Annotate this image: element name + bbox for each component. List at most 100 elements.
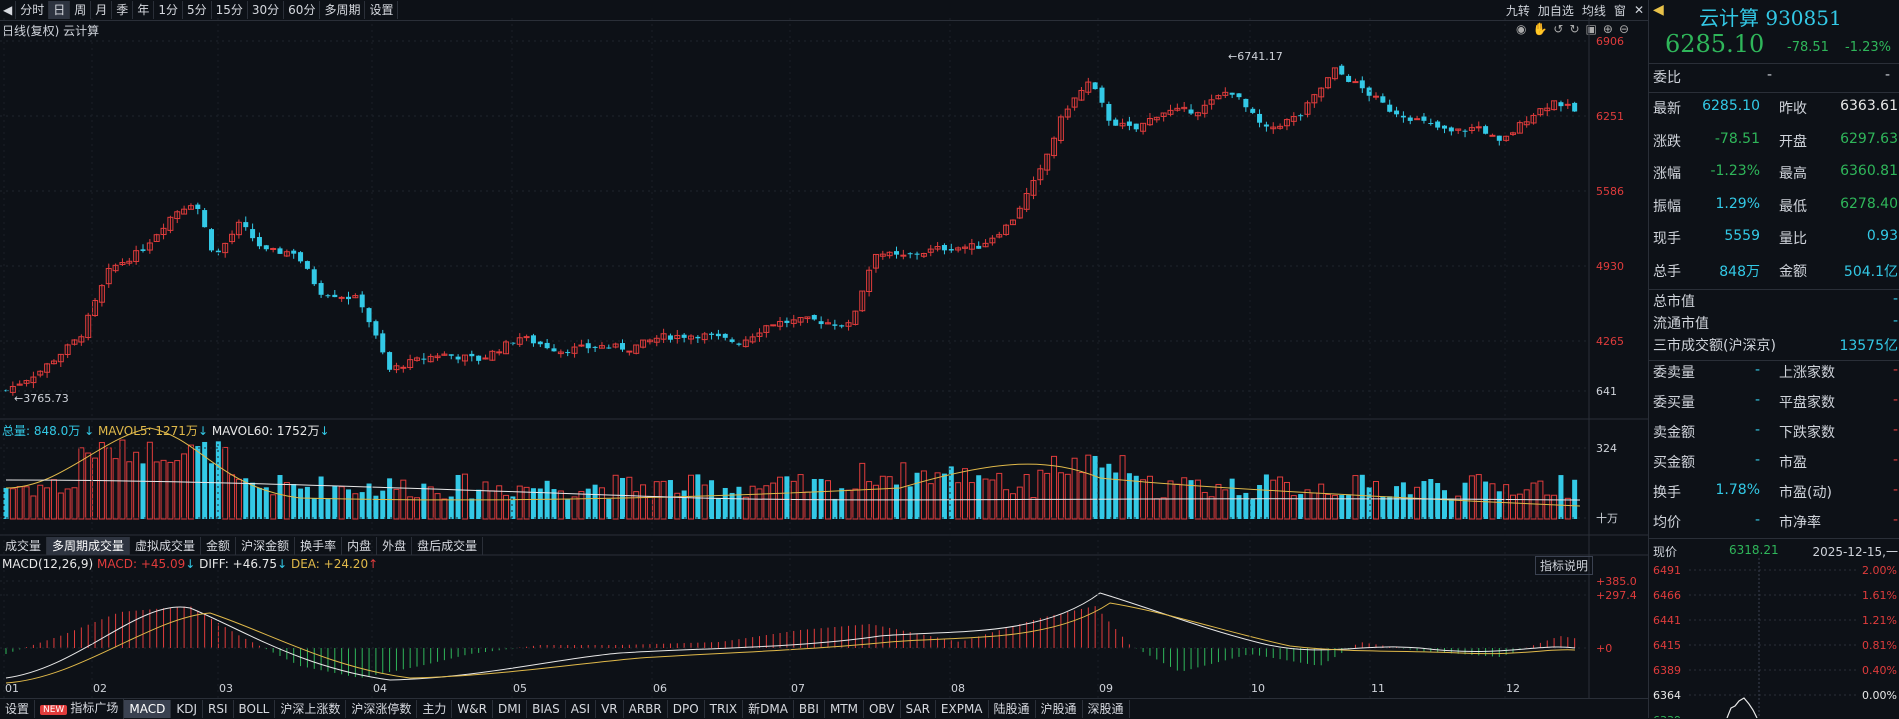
indicator-tab-11[interactable]: BIAS bbox=[527, 700, 566, 718]
candle-body bbox=[1106, 104, 1112, 121]
zoom-in-icon[interactable]: ⊕ bbox=[1602, 22, 1613, 36]
period-0[interactable]: 分时 bbox=[16, 1, 50, 19]
chart-title: 日线(复权) 云计算 bbox=[2, 24, 100, 38]
volume-tab-3[interactable]: 金额 bbox=[201, 537, 237, 555]
kline-chart[interactable]: 6906 6251 5586 4930 4265 641 324 十万 +385.0+297.4… bbox=[0, 18, 1648, 698]
period-8[interactable]: 15分 bbox=[212, 1, 248, 19]
redo-icon[interactable]: ↻ bbox=[1569, 22, 1580, 36]
candle-body bbox=[1428, 123, 1434, 125]
volume-tab-7[interactable]: 外盘 bbox=[377, 537, 413, 555]
period-11[interactable]: 多周期 bbox=[320, 1, 366, 19]
indicator-tab-0[interactable]: 设置 bbox=[0, 700, 36, 718]
undo-icon[interactable]: ↺ bbox=[1553, 22, 1564, 36]
dea-value: +24.20 bbox=[323, 557, 369, 571]
candle-body bbox=[537, 341, 543, 345]
indicator-tab-9[interactable]: W&R bbox=[452, 700, 493, 718]
candle-body bbox=[50, 360, 57, 365]
indicator-tab-25[interactable]: 深股通 bbox=[1083, 700, 1130, 718]
volume-tab-2[interactable]: 虚拟成交量 bbox=[130, 537, 202, 555]
indicator-tab-6[interactable]: 沪深上涨数 bbox=[275, 700, 347, 718]
candle-body bbox=[1236, 93, 1242, 98]
period-1[interactable]: 日 bbox=[49, 1, 71, 19]
period-10[interactable]: 60分 bbox=[284, 1, 321, 19]
period-6[interactable]: 1分 bbox=[154, 1, 183, 19]
volume-bar bbox=[695, 474, 701, 519]
indicator-tab-22[interactable]: EXPMA bbox=[936, 700, 989, 718]
indicator-tab-label: ASI bbox=[570, 702, 591, 716]
volume-tab-6[interactable]: 内盘 bbox=[342, 537, 378, 555]
indicator-tab-24[interactable]: 沪股通 bbox=[1036, 700, 1083, 718]
indicator-tab-1[interactable]: NEW 指标广场 bbox=[35, 699, 125, 719]
candle-body bbox=[1558, 102, 1564, 107]
period-12[interactable]: 设置 bbox=[365, 1, 399, 19]
candle-body bbox=[1064, 108, 1071, 118]
volume-bar bbox=[209, 463, 214, 519]
period-5[interactable]: 年 bbox=[133, 1, 155, 19]
indicator-tab-20[interactable]: OBV bbox=[864, 700, 901, 718]
macd-histogram bbox=[5, 606, 1576, 678]
hand-icon[interactable]: ✋ bbox=[1532, 22, 1548, 36]
indicator-tab-3[interactable]: KDJ bbox=[171, 700, 203, 718]
macd-label: MACD: bbox=[96, 557, 137, 571]
indicator-tab-23[interactable]: 陆股通 bbox=[989, 700, 1036, 718]
toolbar-right-item-3[interactable]: 窗 bbox=[1613, 3, 1626, 18]
candle-body bbox=[503, 341, 510, 355]
toolbar-right-item-0[interactable]: 九转 bbox=[1505, 3, 1530, 18]
row-value-1: -1.23% bbox=[1710, 163, 1760, 179]
indicator-tab-18[interactable]: BBI bbox=[794, 700, 825, 718]
indicator-tab-10[interactable]: DMI bbox=[493, 700, 528, 718]
indicator-tab-16[interactable]: TRIX bbox=[705, 700, 744, 718]
panel-back-icon[interactable]: ◀ bbox=[1653, 2, 1664, 18]
candle-body bbox=[996, 234, 1003, 238]
volume-tab-5[interactable]: 换手率 bbox=[295, 537, 343, 555]
mavol5-value: 1271万 bbox=[155, 424, 198, 438]
indicator-tab-12[interactable]: ASI bbox=[566, 700, 597, 718]
close-icon[interactable]: ✕ bbox=[1633, 3, 1644, 17]
period-9[interactable]: 30分 bbox=[248, 1, 285, 19]
candle-body bbox=[1489, 134, 1496, 137]
volume-tab-8[interactable]: 盘后成交量 bbox=[412, 537, 484, 555]
row-label-1: 均价 bbox=[1653, 515, 1681, 531]
period-toolbar: ◀ 分时日周月季年 1分 5分 15分 30分 60分 多周期 设置 九转 加自选 均线窗 ✕ bbox=[0, 0, 1648, 21]
indicator-tab-7[interactable]: 沪深涨停数 bbox=[346, 700, 418, 718]
zoom-out-icon[interactable]: ⊖ bbox=[1618, 22, 1629, 36]
indicator-tab-21[interactable]: SAR bbox=[901, 700, 936, 718]
indicator-tab-5[interactable]: BOLL bbox=[234, 700, 276, 718]
indicator-tab-15[interactable]: DPO bbox=[668, 700, 705, 718]
period-2[interactable]: 周 bbox=[70, 1, 92, 19]
volume-bar bbox=[996, 472, 1003, 520]
row-value-2: 6297.63 bbox=[1840, 130, 1898, 147]
indicator-help-button[interactable]: 指标说明 bbox=[1535, 556, 1594, 575]
eye-icon[interactable]: ◉ bbox=[1515, 22, 1527, 36]
volume-tab-1[interactable]: 多周期成交量 bbox=[47, 537, 131, 555]
volume-bar bbox=[982, 478, 989, 520]
indicator-tab-13[interactable]: VR bbox=[596, 700, 624, 718]
toolbar-right-item-1[interactable]: 加自选 bbox=[1537, 3, 1574, 18]
stock-code: 930851 bbox=[1765, 6, 1842, 30]
candle-body bbox=[571, 346, 578, 354]
indicator-tab-19[interactable]: MTM bbox=[825, 700, 864, 718]
indicator-tab-14[interactable]: ARBR bbox=[624, 700, 668, 718]
mini-price-line bbox=[1726, 697, 1758, 718]
toolbar-right-item-2[interactable]: 均线 bbox=[1581, 3, 1606, 18]
toolbar-right: 九转 加自选 均线窗 ✕ bbox=[1506, 0, 1644, 20]
candle-body bbox=[1085, 81, 1092, 93]
volume-tab-0[interactable]: 成交量 bbox=[0, 537, 48, 555]
period-3[interactable]: 月 bbox=[91, 1, 113, 19]
intraday-mini-chart[interactable]: 6491 2.00% 6466 1.61% 6441 1.21% 6415 0.81% 6389… bbox=[1649, 558, 1899, 718]
volume-bar bbox=[140, 463, 146, 519]
volume-bar bbox=[1435, 483, 1441, 519]
period-7[interactable]: 5分 bbox=[183, 1, 212, 19]
indicator-tab-8[interactable]: 主力 bbox=[417, 700, 453, 718]
back-icon[interactable]: ◀ bbox=[0, 1, 17, 19]
mini-right-tick: 2.00% bbox=[1862, 564, 1897, 577]
candle-body bbox=[1359, 80, 1365, 89]
indicator-tab-4[interactable]: RSI bbox=[203, 700, 234, 718]
volume-tab-4[interactable]: 沪深金额 bbox=[236, 537, 296, 555]
candle-body bbox=[633, 344, 640, 354]
indicator-tab-2[interactable]: MACD bbox=[124, 700, 172, 718]
volume-bar bbox=[1064, 473, 1071, 520]
indicator-tab-17[interactable]: 新DMA bbox=[743, 700, 794, 718]
lock-icon[interactable]: ▣ bbox=[1585, 22, 1597, 36]
period-4[interactable]: 季 bbox=[112, 1, 134, 19]
